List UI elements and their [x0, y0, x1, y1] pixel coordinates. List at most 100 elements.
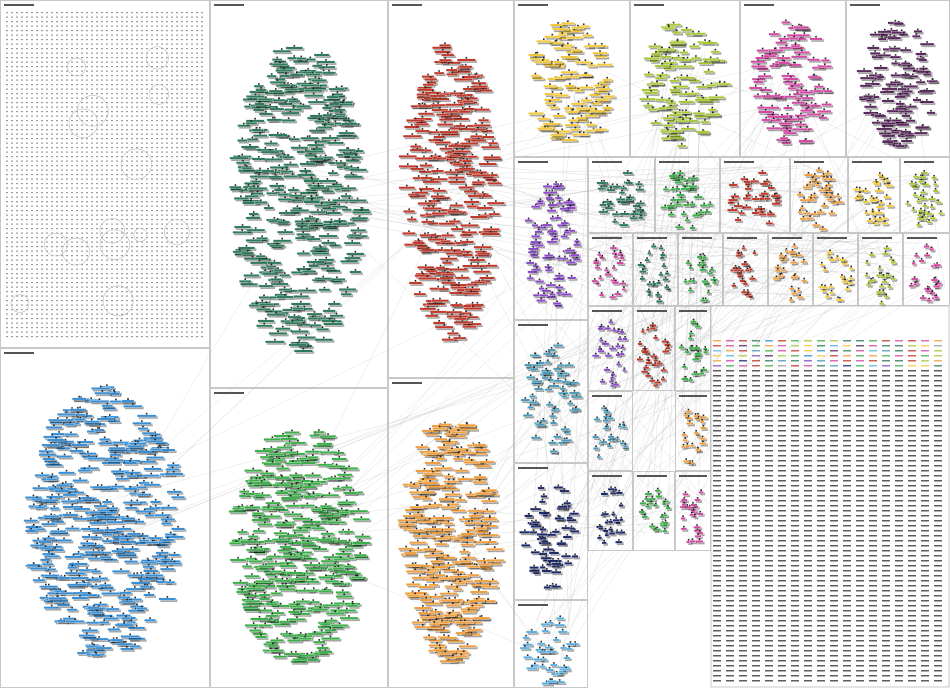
isolate-node — [181, 120, 183, 122]
node-dot — [454, 240, 457, 242]
isolate-node — [106, 300, 108, 302]
isolate-node — [156, 88, 158, 90]
isolate-node — [101, 205, 103, 207]
node-label — [340, 260, 359, 263]
node-dot — [313, 311, 316, 313]
node-label — [340, 292, 352, 296]
isolate-node — [126, 205, 128, 207]
isolate-node — [141, 196, 143, 198]
isolate-node — [186, 192, 188, 194]
isolate-node — [91, 237, 93, 239]
isolate-node — [166, 336, 168, 338]
isolate-node — [101, 304, 103, 306]
isolate-node — [171, 237, 173, 239]
isolate-node — [111, 79, 113, 81]
node-dot — [302, 103, 305, 106]
node-label — [245, 119, 265, 123]
isolate-node — [126, 295, 128, 297]
node-label — [336, 113, 347, 116]
node-shadow — [422, 250, 437, 253]
node-dot — [471, 203, 474, 206]
isolate-node — [141, 187, 143, 189]
isolate-node — [46, 228, 48, 230]
isolate-node — [131, 142, 133, 144]
edge — [441, 191, 613, 516]
isolate-node — [46, 322, 48, 324]
isolate-node — [191, 106, 193, 108]
isolate-node — [71, 232, 73, 234]
isolate-node — [201, 70, 203, 72]
node-label — [308, 264, 319, 268]
isolate-node — [126, 192, 128, 194]
isolate-node — [61, 264, 63, 266]
isolate-node — [16, 309, 18, 311]
isolate-node — [51, 286, 53, 288]
isolate-node — [51, 232, 53, 234]
isolate-node — [91, 241, 93, 243]
isolate-node — [161, 97, 163, 99]
isolate-node — [46, 160, 48, 162]
isolate-node — [91, 309, 93, 311]
node-dot — [336, 91, 339, 94]
isolate-node — [101, 300, 103, 302]
node-label — [321, 241, 336, 245]
isolate-node — [191, 214, 193, 216]
isolate-node — [126, 57, 128, 59]
node-label — [328, 87, 345, 91]
isolate-node — [156, 255, 158, 257]
isolate-node — [201, 255, 203, 257]
isolate-node — [6, 52, 8, 54]
isolate-node — [116, 228, 118, 230]
isolate-node — [21, 250, 23, 252]
isolate-node — [101, 48, 103, 50]
isolate-node — [146, 160, 148, 162]
edge — [306, 86, 784, 530]
isolate-node — [56, 111, 58, 113]
isolate-node — [151, 156, 153, 158]
node-label — [321, 201, 337, 204]
isolate-node — [151, 214, 153, 216]
isolate-node — [26, 39, 28, 41]
isolate-node — [21, 336, 23, 338]
node-dot — [427, 81, 430, 84]
isolate-node — [66, 277, 68, 279]
isolate-node — [51, 336, 53, 338]
isolate-node — [196, 106, 198, 108]
node-dot — [275, 148, 277, 150]
node-dot — [315, 99, 318, 101]
isolate-node — [201, 187, 203, 189]
isolate-node — [16, 129, 18, 131]
node-shadow — [336, 163, 349, 167]
isolate-node — [161, 106, 163, 108]
isolate-node — [156, 300, 158, 302]
isolate-node — [141, 264, 143, 266]
isolate-node — [166, 250, 168, 252]
isolate-node — [101, 174, 103, 176]
isolate-node — [46, 138, 48, 140]
isolate-node — [156, 219, 158, 221]
isolate-node — [176, 282, 178, 284]
isolate-node — [21, 291, 23, 293]
node-shadow — [450, 293, 468, 296]
node-shadow — [287, 48, 305, 51]
node-shadow — [284, 213, 302, 216]
isolate-node — [66, 129, 68, 131]
isolate-node — [196, 255, 198, 257]
node-label — [315, 328, 330, 331]
node-shadow — [342, 124, 360, 127]
node-dot — [489, 144, 492, 146]
isolate-node — [126, 25, 128, 27]
isolate-node — [16, 291, 18, 293]
isolate-node — [21, 192, 23, 194]
isolate-node — [66, 84, 68, 86]
isolate-node — [101, 232, 103, 234]
isolate-node — [136, 291, 138, 293]
isolate-node — [56, 223, 58, 225]
isolate-node — [6, 102, 8, 104]
node-label — [466, 283, 478, 286]
node-label — [289, 73, 304, 77]
isolate-node — [96, 336, 98, 338]
isolate-node — [11, 291, 13, 293]
isolate-node — [61, 34, 63, 36]
isolate-node — [156, 120, 158, 122]
